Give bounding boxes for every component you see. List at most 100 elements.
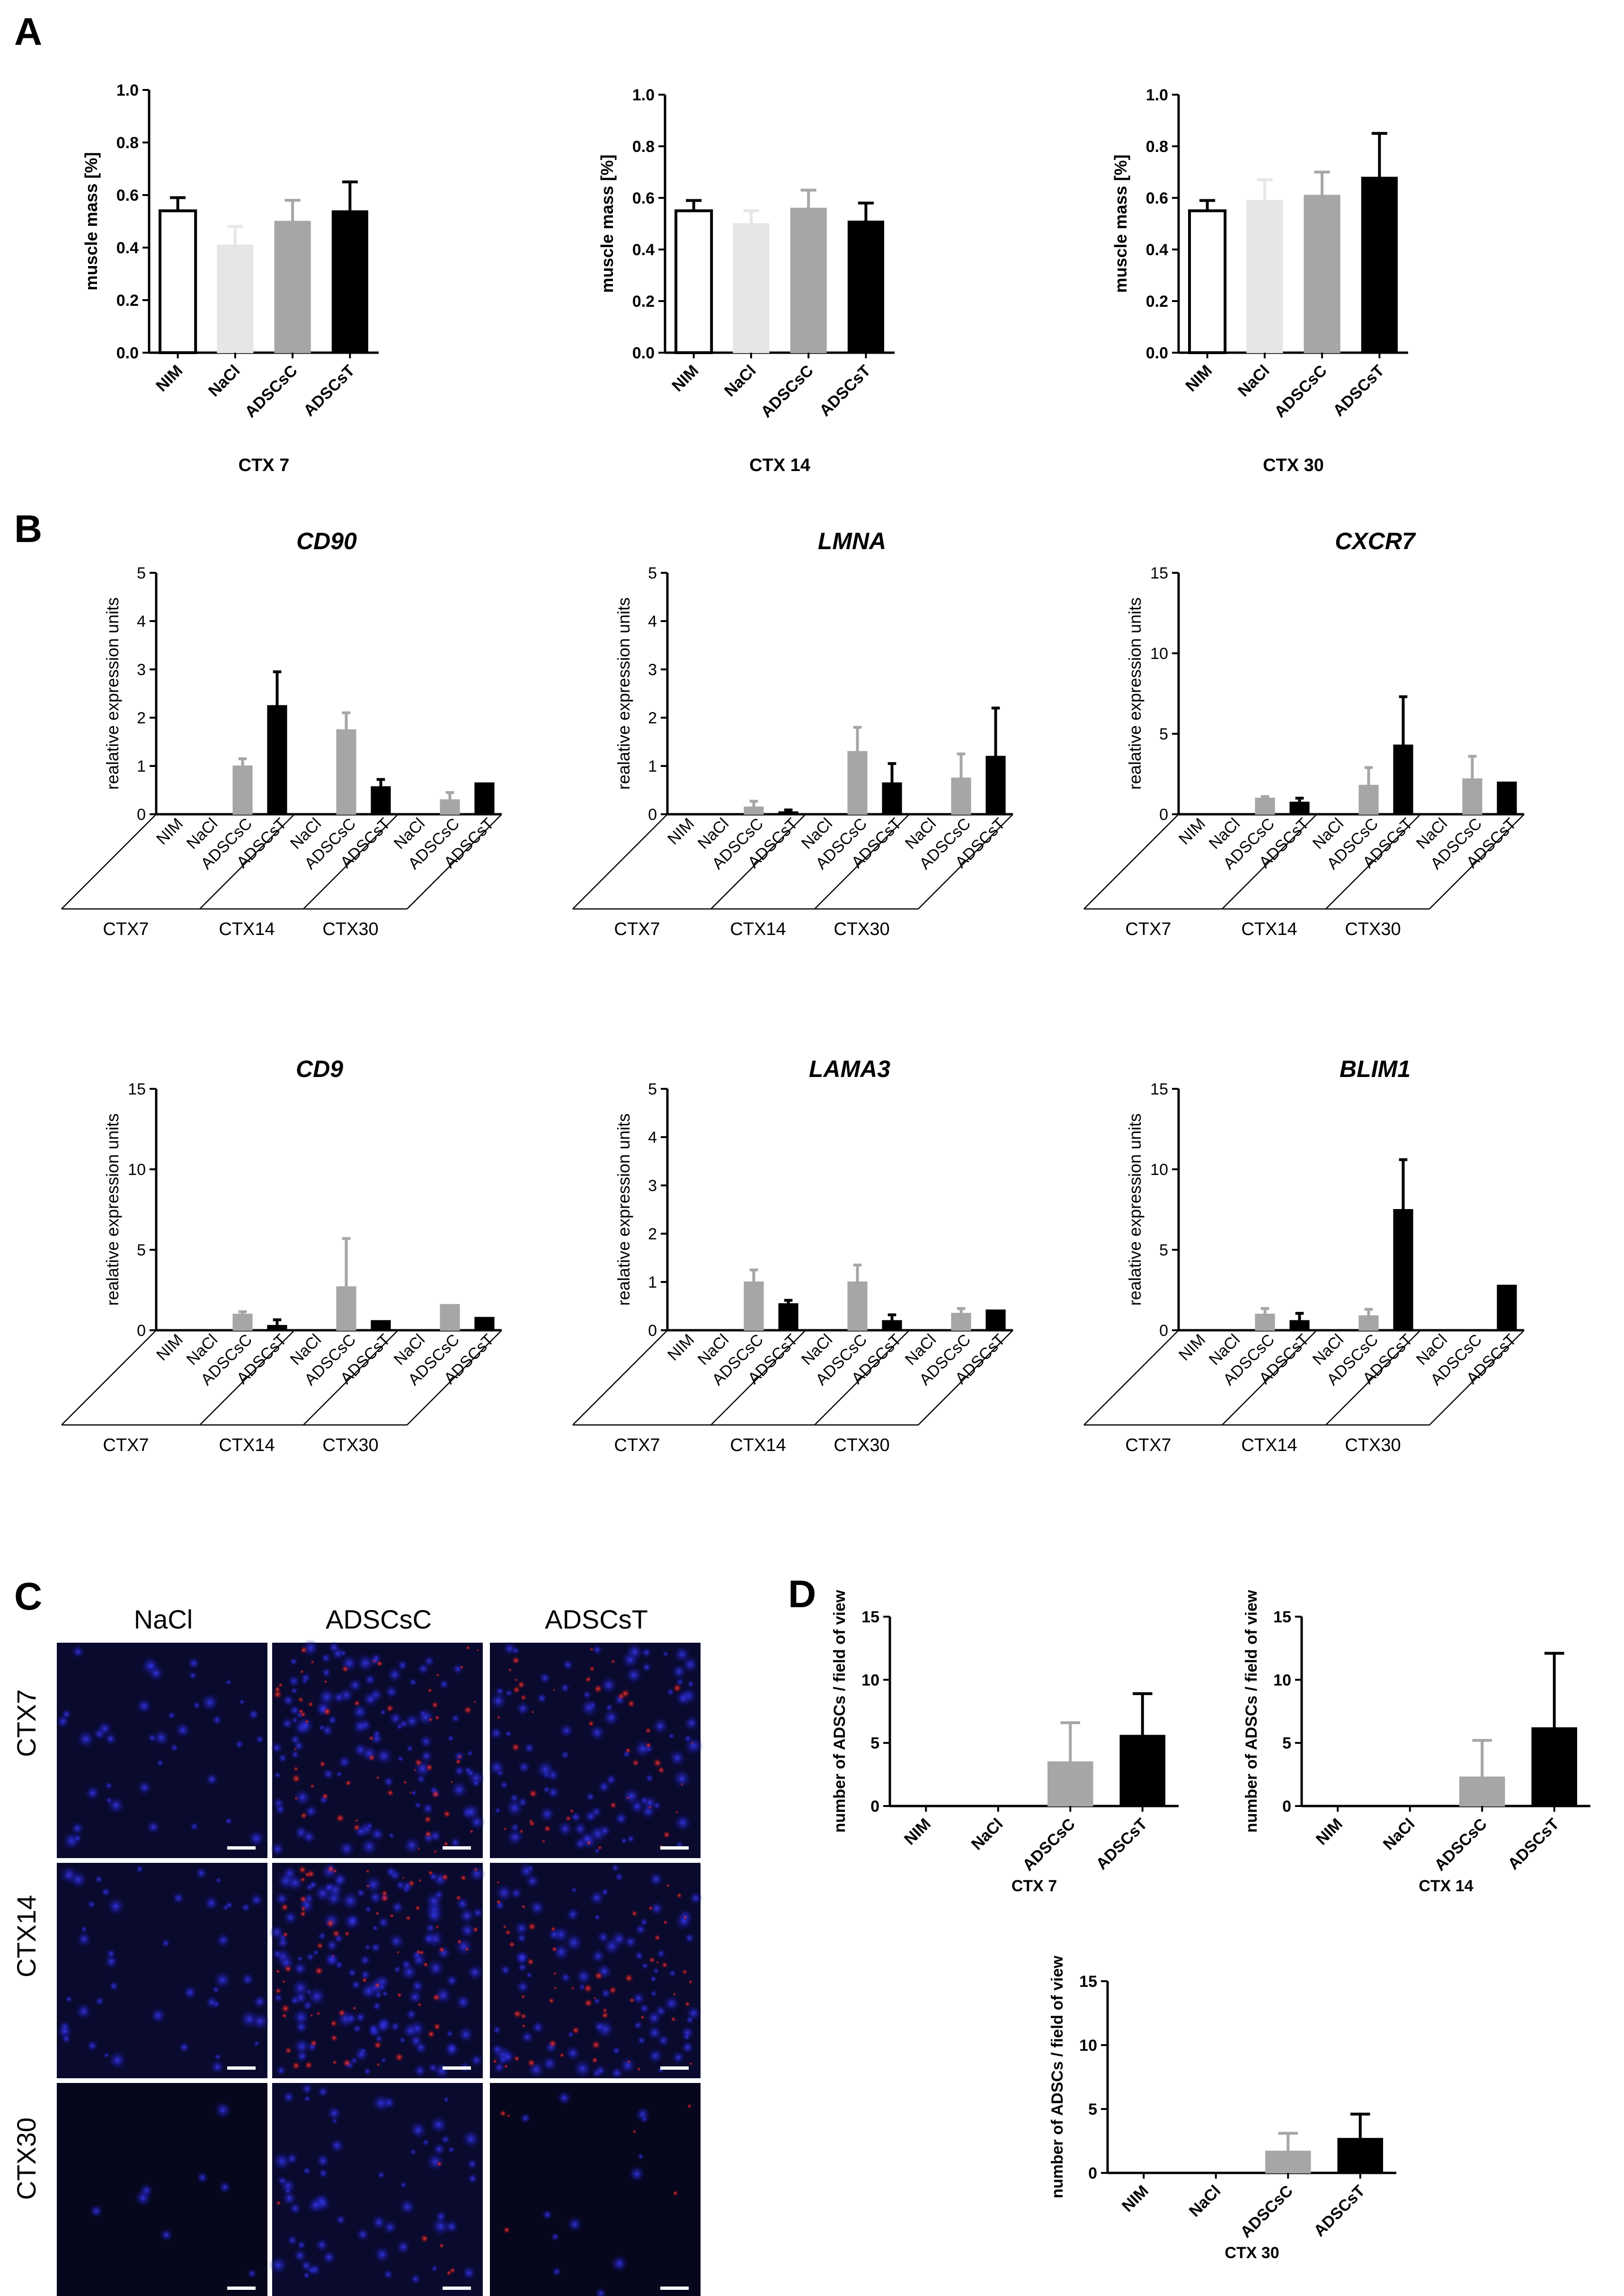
- micrograph-background: [57, 2083, 267, 2296]
- nucleus-dot: [459, 1922, 476, 1939]
- cell-marker-dot: [508, 1941, 515, 1948]
- cell-marker-dot: [548, 1997, 555, 2004]
- nucleus-dot: [274, 1771, 282, 1779]
- cell-marker-dot: [657, 1766, 666, 1774]
- group-label: CTX30: [322, 919, 378, 939]
- cell-marker-dot: [321, 1792, 329, 1800]
- cell-marker-dot: [526, 1958, 534, 1966]
- nucleus-dot: [450, 1780, 469, 1799]
- cell-marker-dot: [543, 1824, 551, 1833]
- nucleus-dot: [410, 1789, 417, 1797]
- cell-marker-dot: [670, 2016, 676, 2022]
- cell-marker-dot: [541, 1839, 546, 1843]
- cell-marker-dot: [431, 1701, 439, 1709]
- nucleus-dot: [318, 2168, 329, 2179]
- nucleus-dot: [108, 1980, 119, 1992]
- nucleus-dot: [388, 1932, 405, 1950]
- bar: [267, 1325, 287, 1331]
- x-category-label: NaCl: [1380, 1815, 1419, 1854]
- cell-marker-dot: [319, 1760, 326, 1768]
- y-axis-title: number of ADSCs / field of view: [1048, 1956, 1066, 2198]
- bar: [1462, 778, 1482, 815]
- micrograph-tile: [269, 1862, 486, 2080]
- cell-marker-dot: [299, 1895, 307, 1903]
- cell-marker-dot: [469, 1829, 474, 1834]
- nucleus-dot: [270, 1741, 284, 1754]
- nucleus-dot: [667, 1732, 675, 1740]
- nucleus-dot: [283, 1910, 298, 1925]
- nucleus-dot: [573, 1836, 588, 1851]
- nucleus-dot: [421, 1931, 437, 1946]
- group-bracket-line: [61, 814, 157, 909]
- bar: [1358, 1315, 1379, 1331]
- bar: [474, 782, 495, 815]
- nucleus-dot: [247, 1829, 266, 1848]
- cell-marker-dot: [337, 2009, 346, 2017]
- cell-marker-dot: [520, 1694, 527, 1701]
- nucleus-dot: [466, 1964, 484, 1981]
- cell-marker-dot: [521, 1994, 525, 1999]
- x-category-label: NIM: [152, 362, 186, 395]
- group-bracket-line: [1325, 814, 1421, 909]
- group-label: CTX14: [1241, 1435, 1297, 1455]
- nucleus-dot: [511, 1646, 520, 1655]
- nucleus-dot: [649, 1975, 658, 1983]
- group-label: CTX30: [834, 1435, 889, 1455]
- cell-marker-dot: [294, 1748, 297, 1751]
- nucleus-dot: [430, 2264, 439, 2273]
- cell-marker-dot: [396, 1950, 400, 1954]
- bar: [1289, 1320, 1310, 1331]
- x-category-label: NaCl: [1186, 2182, 1225, 2221]
- cell-marker-dot: [476, 1649, 479, 1652]
- nucleus-dot: [133, 2189, 152, 2207]
- y-tick-label: 5: [1159, 725, 1168, 743]
- cell-marker-dot: [425, 1763, 434, 1771]
- cell-marker-dot: [648, 1905, 653, 1911]
- group-label: CTX7: [614, 919, 660, 939]
- nucleus-dot: [253, 2040, 260, 2047]
- cell-marker-dot: [455, 1895, 461, 1901]
- nucleus-dot: [317, 1687, 337, 1707]
- bar: [674, 209, 713, 354]
- bar: [371, 786, 391, 815]
- cell-marker-dot: [513, 2009, 522, 2019]
- b-chart-2: CXCR7051015NIMNaClADSCsCADSCsTNaClADSCsC…: [1083, 528, 1525, 939]
- cell-marker-dot: [496, 1881, 500, 1885]
- nucleus-dot: [461, 2129, 480, 2149]
- group-label: CTX7: [103, 1435, 149, 1455]
- cell-marker-dot: [403, 1780, 408, 1785]
- nucleus-dot: [107, 2050, 127, 2070]
- scale-bar: [227, 1846, 256, 1850]
- cell-marker-dot: [626, 1796, 630, 1800]
- nucleus-dot: [335, 2214, 346, 2225]
- nucleus-dot: [300, 1672, 311, 1683]
- nucleus-dot: [275, 2065, 287, 2076]
- x-axis-title: CTX 14: [749, 455, 810, 475]
- nucleus-dot: [320, 1652, 332, 1664]
- cell-marker-dot: [417, 1847, 420, 1851]
- nucleus-dot: [419, 1734, 433, 1749]
- nucleus-dot: [343, 1912, 362, 1931]
- cell-marker-dot: [464, 1947, 470, 1952]
- cell-marker-dot: [637, 2067, 641, 2071]
- cell-marker-dot: [341, 1665, 349, 1673]
- y-tick-label: 15: [861, 1608, 879, 1626]
- cell-marker-dot: [597, 1845, 603, 1850]
- cell-marker-dot: [300, 1877, 306, 1883]
- bar: [336, 1286, 356, 1331]
- nucleus-dot: [308, 2262, 322, 2277]
- nucleus-dot: [106, 1948, 116, 1959]
- nucleus-dot: [289, 1657, 298, 1666]
- nucleus-dot: [106, 1896, 125, 1916]
- cell-marker-dot: [300, 1812, 308, 1819]
- bar: [274, 221, 311, 353]
- cell-marker-dot: [376, 2063, 381, 2067]
- group-label: CTX30: [834, 919, 889, 939]
- y-tick-label: 1: [648, 1273, 657, 1291]
- y-tick-label: 0.2: [1146, 293, 1168, 311]
- cell-marker-dot: [645, 1727, 652, 1734]
- nucleus-dot: [218, 2180, 232, 2194]
- bar: [744, 1281, 764, 1331]
- nucleus-dot: [301, 2082, 313, 2095]
- cell-marker-dot: [375, 1911, 380, 1916]
